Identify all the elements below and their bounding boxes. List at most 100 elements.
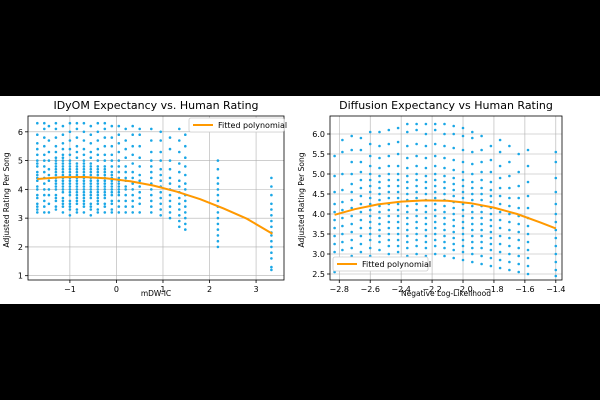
scatter-point [117, 170, 121, 174]
scatter-point [68, 202, 72, 206]
scatter-point [159, 179, 162, 182]
scatter-point [82, 211, 86, 214]
scatter-point [452, 132, 456, 136]
scatter-point [498, 218, 502, 222]
scatter-point [54, 165, 58, 168]
scatter-point [54, 136, 58, 139]
scatter-point [350, 198, 354, 202]
scatter-point [54, 159, 58, 162]
scatter-point [508, 204, 511, 208]
scatter-point [554, 228, 558, 232]
scatter-point [168, 182, 172, 185]
scatter-point [168, 159, 172, 162]
scatter-point [433, 154, 437, 158]
scatter-point [415, 122, 418, 126]
scatter-point [396, 250, 400, 254]
x-tick-label: −1.6 [515, 285, 534, 294]
scatter-point [359, 160, 363, 164]
scatter-point [178, 225, 181, 229]
scatter-point [117, 205, 121, 208]
scatter-point [452, 248, 456, 252]
scatter-point [480, 134, 483, 138]
scatter-point [415, 178, 418, 182]
plot-frame [329, 115, 563, 281]
scatter-point [424, 192, 428, 196]
scatter-point [82, 196, 86, 200]
x-tick-label: 1 [160, 285, 165, 294]
scatter-point [68, 188, 72, 191]
scatter-point [150, 139, 153, 142]
scatter-point [178, 139, 181, 142]
scatter-point [341, 216, 344, 220]
scatter-point [471, 240, 474, 244]
scatter-point [471, 222, 474, 226]
scatter-point [489, 180, 493, 184]
scatter-point [68, 214, 72, 217]
scatter-point [433, 226, 437, 230]
scatter-point [359, 148, 363, 152]
scatter-point [168, 176, 172, 180]
scatter-point [103, 165, 107, 168]
x-axis-label: Negative Log-Likelihood [401, 289, 491, 298]
scatter-point [54, 156, 58, 159]
scatter-point [359, 226, 363, 230]
scatter-point [378, 198, 381, 202]
scatter-point [498, 194, 502, 198]
scatter-point [433, 172, 437, 176]
scatter-point [341, 188, 344, 192]
x-ticks: −1 0 1 2 3 [64, 280, 259, 294]
scatter-point [433, 142, 437, 146]
scatter-point [443, 254, 446, 258]
scatter-point [75, 190, 79, 194]
scatter-point [424, 228, 428, 232]
scatter-point [96, 196, 100, 200]
scatter-point [415, 142, 418, 146]
scatter-point [378, 222, 381, 226]
scatter-point [124, 156, 127, 159]
scatter-point [138, 127, 141, 131]
scatter-point [178, 208, 181, 211]
scatter-point [424, 234, 428, 238]
scatter-point [103, 188, 107, 191]
scatter-point [508, 220, 511, 224]
scatter-point [43, 144, 46, 148]
scatter-point [89, 165, 93, 168]
scatter-point [396, 244, 400, 248]
scatter-point [350, 182, 354, 186]
scatter-point [526, 164, 530, 168]
scatter-point [461, 232, 465, 236]
scatter-point [415, 232, 418, 236]
scatter-point [270, 234, 273, 237]
scatter-point [168, 211, 172, 214]
scatter-point [368, 164, 372, 168]
scatter-point [54, 144, 58, 148]
scatter-point [124, 205, 127, 208]
scatter-point [43, 193, 46, 197]
scatter-point [89, 185, 93, 188]
scatter-point [471, 234, 474, 238]
scatter-point [96, 147, 100, 151]
scatter-point [480, 254, 483, 258]
scatter-point [216, 239, 220, 243]
scatter-point [96, 208, 100, 211]
scatter-point [415, 190, 418, 194]
scatter-point [36, 185, 39, 188]
fit-line-group [37, 175, 273, 235]
scatter-point [61, 182, 65, 185]
scatter-point [471, 252, 474, 256]
scatter-point [150, 211, 153, 214]
scatter-point [368, 202, 372, 206]
scatter-point [184, 165, 187, 168]
scatter-point [517, 230, 520, 234]
scatter-point [368, 184, 372, 188]
scatter-point [443, 186, 446, 190]
y-ticks: 2.5 3.0 3.5 4.0 4.5 5.0 5.5 6.0 [312, 130, 330, 279]
scatter-point [61, 156, 65, 159]
x-tick-label: −1.4 [546, 285, 565, 294]
scatter-point [82, 147, 86, 151]
scatter-point [131, 205, 134, 208]
scatter-point [270, 214, 273, 217]
scatter-point [117, 199, 121, 203]
scatter-point [443, 122, 446, 126]
scatter-point [415, 252, 418, 256]
